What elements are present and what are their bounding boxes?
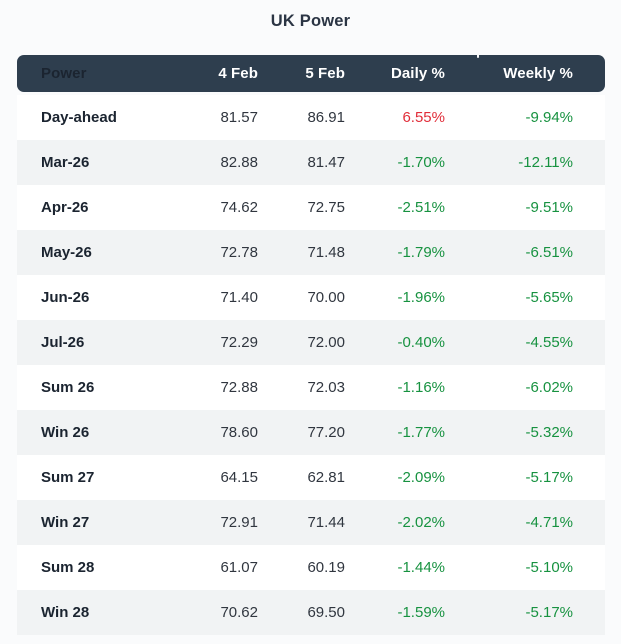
daily-change-cell: 6.55%	[402, 109, 445, 126]
weekly-change-cell: -5.17%	[525, 469, 573, 486]
price-4feb-cell: 64.15	[220, 469, 258, 486]
price-4feb-cell: 82.88	[220, 154, 258, 171]
price-5feb-cell: 69.50	[307, 604, 345, 621]
price-4feb-cell: 72.91	[220, 514, 258, 531]
weekly-change-cell: -5.10%	[525, 559, 573, 576]
price-4feb-cell: 72.78	[220, 244, 258, 261]
contract-label-cell: Jul-26	[41, 334, 85, 351]
price-5feb-cell: 77.20	[307, 424, 345, 441]
price-5feb-cell: 71.44	[307, 514, 345, 531]
daily-change-cell: -1.79%	[397, 244, 445, 261]
table-row: Mar-26 82.88 81.47 -1.70% -12.11%	[17, 140, 605, 185]
header-weekly-pct: Weekly %	[503, 65, 573, 82]
table-row: Jul-26 72.29 72.00 -0.40% -4.55%	[17, 320, 605, 365]
weekly-change-cell: -4.55%	[525, 334, 573, 351]
power-price-table: Power 4 Feb 5 Feb Daily % Weekly % Day-a…	[17, 55, 605, 635]
weekly-change-cell: -4.71%	[525, 514, 573, 531]
table-row: Win 27 72.91 71.44 -2.02% -4.71%	[17, 500, 605, 545]
daily-change-cell: -0.40%	[397, 334, 445, 351]
price-5feb-cell: 81.47	[307, 154, 345, 171]
price-5feb-cell: 86.91	[307, 109, 345, 126]
table-row: Jun-26 71.40 70.00 -1.96% -5.65%	[17, 275, 605, 320]
contract-label-cell: Sum 27	[41, 469, 95, 486]
contract-label-cell: Win 27	[41, 514, 90, 531]
price-5feb-cell: 72.00	[307, 334, 345, 351]
daily-change-cell: -1.77%	[397, 424, 445, 441]
daily-change-cell: -2.51%	[397, 199, 445, 216]
table-row: Sum 28 61.07 60.19 -1.44% -5.10%	[17, 545, 605, 590]
contract-label-cell: Jun-26	[41, 289, 90, 306]
table-body: Day-ahead 81.57 86.91 6.55% -9.94% Mar-26 82.8…	[17, 95, 605, 635]
table-header: Power 4 Feb 5 Feb Daily % Weekly %	[17, 55, 605, 92]
contract-label-cell: Day-ahead	[41, 109, 117, 126]
contract-label-cell: Mar-26	[41, 154, 90, 171]
price-4feb-cell: 81.57	[220, 109, 258, 126]
daily-change-cell: -1.96%	[397, 289, 445, 306]
daily-change-cell: -1.44%	[397, 559, 445, 576]
weekly-change-cell: -9.94%	[525, 109, 573, 126]
price-4feb-cell: 61.07	[220, 559, 258, 576]
contract-label-cell: Sum 26	[41, 379, 95, 396]
table-row: Win 26 78.60 77.20 -1.77% -5.32%	[17, 410, 605, 455]
contract-label-cell: Sum 28	[41, 559, 95, 576]
price-4feb-cell: 78.60	[220, 424, 258, 441]
page-title: UK Power	[270, 12, 351, 30]
daily-change-cell: -1.59%	[397, 604, 445, 621]
weekly-change-cell: -5.32%	[525, 424, 573, 441]
weekly-change-cell: -12.11%	[518, 154, 573, 171]
header-5feb: 5 Feb	[305, 65, 345, 82]
contract-label-cell: Win 26	[41, 424, 90, 441]
price-4feb-cell: 72.29	[220, 334, 258, 351]
table-row: May-26 72.78 71.48 -1.79% -6.51%	[17, 230, 605, 275]
price-4feb-cell: 70.62	[220, 604, 258, 621]
table-row: Sum 26 72.88 72.03 -1.16% -6.02%	[17, 365, 605, 410]
price-5feb-cell: 62.81	[307, 469, 345, 486]
price-4feb-cell: 72.88	[220, 379, 258, 396]
weekly-change-cell: -6.02%	[525, 379, 573, 396]
contract-label-cell: Win 28	[41, 604, 90, 621]
contract-label-cell: Apr-26	[41, 199, 89, 216]
table-row: Win 28 70.62 69.50 -1.59% -5.17%	[17, 590, 605, 635]
weekly-change-cell: -5.65%	[525, 289, 573, 306]
header-4feb: 4 Feb	[218, 65, 258, 82]
price-5feb-cell: 71.48	[307, 244, 345, 261]
price-4feb-cell: 74.62	[220, 199, 258, 216]
table-row: Day-ahead 81.57 86.91 6.55% -9.94%	[17, 95, 605, 140]
header-power: Power	[41, 65, 87, 82]
daily-change-cell: -1.70%	[397, 154, 445, 171]
daily-change-cell: -1.16%	[397, 379, 445, 396]
weekly-change-cell: -6.51%	[525, 244, 573, 261]
daily-change-cell: -2.09%	[397, 469, 445, 486]
price-5feb-cell: 72.03	[307, 379, 345, 396]
contract-label-cell: May-26	[41, 244, 92, 261]
header-daily-pct: Daily %	[390, 65, 445, 82]
weekly-change-cell: -5.17%	[525, 604, 573, 621]
table-row: Sum 27 64.15 62.81 -2.09% -5.17%	[17, 455, 605, 500]
table-row: Apr-26 74.62 72.75 -2.51% -9.51%	[17, 185, 605, 230]
price-5feb-cell: 70.00	[307, 289, 345, 306]
price-5feb-cell: 72.75	[307, 199, 345, 216]
price-4feb-cell: 71.40	[220, 289, 258, 306]
price-5feb-cell: 60.19	[307, 559, 345, 576]
weekly-change-cell: -9.51%	[525, 199, 573, 216]
daily-change-cell: -2.02%	[397, 514, 445, 531]
